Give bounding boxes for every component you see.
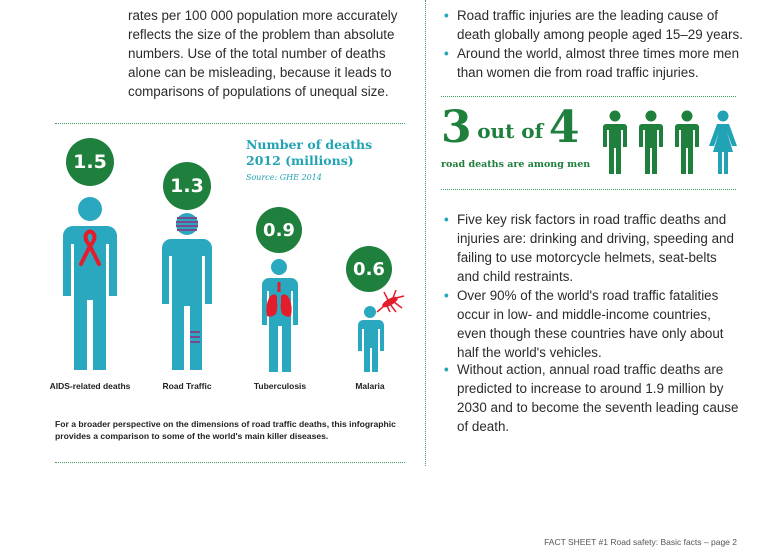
- infographic-title-line: Number of deaths: [246, 137, 373, 152]
- bullet-item: • Without action, annual road traffic de…: [444, 360, 757, 436]
- bullet-line: Around the world, almost three times mor…: [457, 46, 740, 61]
- bullet-line: than women die from road traffic injurie…: [457, 65, 699, 80]
- footnote-line: provides a comparison to some of the wor…: [55, 431, 329, 441]
- figure-caption: Road Traffic: [162, 381, 212, 391]
- bullet-line: even though these countries have only ab…: [457, 326, 724, 341]
- bullet-item: • Over 90% of the world's road traffic f…: [444, 286, 757, 362]
- bullet-line: Road traffic injuries are the leading ca…: [457, 8, 719, 23]
- bullet-line: occur in low- and middle-income countrie…: [457, 307, 711, 322]
- bullet-dot-icon: •: [444, 46, 449, 61]
- bullet-dot-icon: •: [444, 362, 449, 377]
- bullet-line: half the world's vehicles.: [457, 345, 602, 360]
- section-divider: [55, 462, 405, 463]
- bullet-line: Without action, annual road traffic deat…: [457, 362, 724, 377]
- section-divider: [55, 123, 405, 124]
- intro-line: reflects the size of the problem than ab…: [128, 27, 395, 42]
- intro-line: rates per 100 000 population more accura…: [128, 8, 398, 23]
- intro-line: numbers. Use of the total number of deat…: [128, 46, 386, 61]
- mosquito-icon: [376, 290, 405, 313]
- bullet-line: failing to use motorcycle helmets, seat-…: [457, 250, 717, 265]
- bullet-dot-icon: •: [444, 288, 449, 303]
- bandage-icon: [176, 217, 200, 343]
- section-divider: [441, 189, 736, 190]
- value-circle-aids: 1.5: [66, 138, 114, 186]
- men-stat: 3 out of 4: [441, 104, 579, 152]
- man-icon: [603, 110, 627, 174]
- page-footer: FACT SHEET #1 Road safety: Basic facts –…: [544, 537, 737, 547]
- bullet-line: and child restraints.: [457, 269, 574, 284]
- figure-tuberculosis: [262, 259, 298, 372]
- figure-caption: AIDS-related deaths: [49, 381, 131, 391]
- bullet-line: Over 90% of the world's road traffic fat…: [457, 288, 719, 303]
- men-stat-numerator: 3: [441, 102, 472, 153]
- woman-icon: [709, 110, 737, 174]
- intro-line: alone can be misleading, because it lead…: [128, 65, 392, 80]
- bullet-item: • Around the world, almost three times m…: [444, 44, 757, 82]
- bullet-dot-icon: •: [444, 8, 449, 23]
- infographic-title: Number of deaths 2012 (millions): [246, 137, 372, 169]
- figure-caption: Malaria: [355, 381, 385, 391]
- infographic-title-line: 2012 (millions): [246, 153, 354, 168]
- bullet-line: 2030 and to become the seventh leading c…: [457, 400, 739, 415]
- bullet-line: injuries are: drinking and driving, spee…: [457, 231, 734, 246]
- bullet-line: predicted to increase to around 1.9 mill…: [457, 381, 724, 396]
- bullet-line: of death.: [457, 419, 510, 434]
- people-icons: [603, 110, 737, 174]
- bullet-item: • Road traffic injuries are the leading …: [444, 6, 757, 44]
- column-divider: [425, 0, 426, 466]
- infographic-footnote: For a broader perspective on the dimensi…: [55, 418, 410, 442]
- figure-caption: Tuberculosis: [253, 381, 307, 391]
- men-stat-denominator: 4: [548, 102, 580, 153]
- figure-road-traffic: [162, 213, 212, 370]
- bullet-item: • Five key risk factors in road traffic …: [444, 210, 757, 286]
- footnote-line: For a broader perspective on the dimensi…: [55, 419, 396, 429]
- lungs-icon: [266, 282, 292, 317]
- section-divider: [441, 96, 736, 97]
- intro-paragraph: rates per 100 000 population more accura…: [128, 6, 418, 101]
- men-stat-out-of: out of: [477, 119, 544, 143]
- bullet-dot-icon: •: [444, 212, 449, 227]
- ribbon-icon: [79, 229, 101, 266]
- infographic-source: Source: GHE 2014: [246, 173, 322, 182]
- figure-aids: [63, 197, 117, 370]
- intro-line: comparisons of populations of unequal si…: [128, 84, 389, 99]
- value-circle-tuberculosis: 0.9: [256, 207, 302, 253]
- man-icon: [675, 110, 699, 174]
- value-circle-road-traffic: 1.3: [163, 162, 211, 210]
- value-circle-malaria: 0.6: [346, 246, 392, 292]
- men-stat-caption: road deaths are among men: [441, 159, 591, 170]
- bullet-line: Five key risk factors in road traffic de…: [457, 212, 727, 227]
- man-icon: [639, 110, 663, 174]
- bullet-line: death globally among people aged 15–29 y…: [457, 27, 743, 42]
- figure-malaria: [358, 290, 405, 372]
